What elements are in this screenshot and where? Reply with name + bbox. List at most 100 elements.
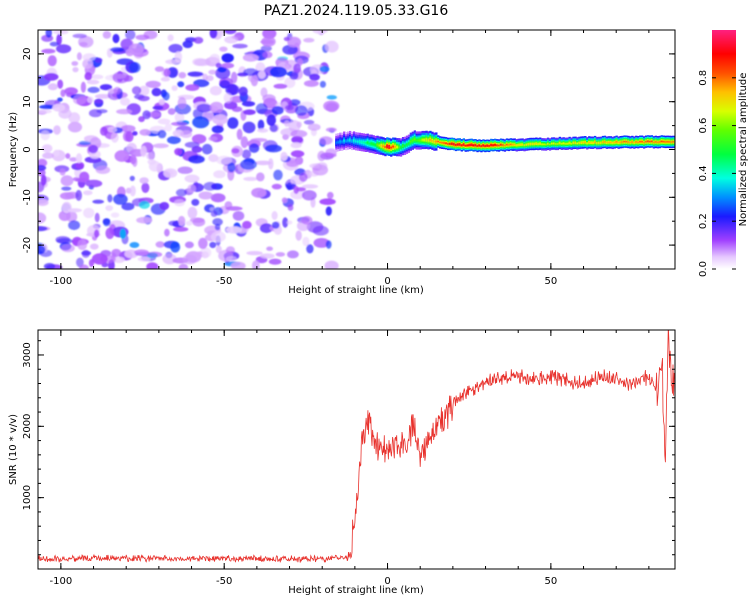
noise-blob [325, 40, 339, 53]
noise-blobs [38, 30, 340, 269]
signal-cell [641, 141, 644, 143]
noise-blob [273, 83, 288, 89]
noise-blob [86, 79, 100, 85]
signal-cell [574, 142, 577, 144]
signal-cell [599, 142, 603, 144]
noise-blob [240, 159, 257, 170]
signal-cell [660, 140, 663, 142]
noise-blob [191, 134, 207, 144]
signal-cell [662, 141, 665, 143]
signal-cell [460, 144, 463, 146]
signal-cell [392, 145, 395, 148]
colorbar-label: Normalized spectral amplitude [738, 73, 749, 227]
noise-blob [92, 199, 105, 204]
noise-blob [250, 74, 259, 87]
signal-cell [513, 144, 516, 146]
signal-cell [509, 143, 512, 145]
signal-cell [452, 143, 456, 145]
noise-blob [209, 241, 217, 249]
noise-blob [217, 66, 227, 73]
noise-blob [271, 211, 278, 220]
noise-blob [138, 85, 150, 97]
noise-blob [307, 123, 321, 131]
noise-blob [113, 193, 128, 205]
noise-blob [312, 164, 329, 176]
noise-blob [112, 71, 130, 84]
noise-blob [83, 190, 93, 196]
noise-blob [191, 198, 200, 206]
noise-blob [175, 188, 187, 197]
signal-cell [456, 143, 460, 146]
noise-blob [286, 220, 293, 225]
noise-blob [64, 87, 78, 95]
noise-blob [174, 148, 183, 156]
noise-blob [243, 68, 259, 76]
noise-blob [77, 239, 88, 251]
noise-blob [177, 215, 186, 227]
noise-blob [227, 117, 239, 129]
signal-cell [458, 143, 461, 145]
signal-cell [388, 146, 391, 148]
signal-cell [427, 139, 430, 142]
signal-cell [454, 144, 458, 146]
noise-blob [242, 220, 252, 229]
noise-blob [173, 226, 189, 232]
noise-blob [289, 99, 301, 106]
noise-blob [271, 221, 280, 229]
signal-cell [531, 143, 534, 145]
noise-blob [68, 112, 81, 124]
noise-blob [72, 94, 87, 105]
noise-blob [243, 109, 256, 115]
noise-blob [303, 80, 319, 87]
noise-blob [289, 72, 299, 80]
signal-cell [494, 144, 497, 146]
signal-cell [423, 139, 426, 141]
noise-blob [120, 97, 131, 106]
noise-blob [177, 97, 187, 109]
noise-blob [75, 189, 82, 201]
signal-cell [345, 140, 348, 142]
signal-cell [511, 144, 514, 146]
noise-blob [93, 99, 104, 104]
signal-cell [629, 141, 632, 143]
noise-blob [242, 121, 256, 134]
noise-blob [271, 183, 282, 190]
noise-blob [94, 57, 103, 63]
noise-blob [90, 243, 99, 250]
signal-cell [562, 142, 565, 144]
noise-blob [167, 136, 181, 145]
noise-blob [231, 106, 243, 112]
noise-blob [57, 97, 63, 102]
signal-cell [431, 139, 434, 142]
signal-cell [468, 144, 471, 146]
y-tick-label: 2000 [22, 414, 33, 439]
noise-blob [114, 150, 130, 162]
colorbar-axes: 0.0 0.2 0.4 0.6 0.8 [698, 70, 736, 277]
noise-blob [215, 62, 222, 68]
y-tick-label: 0 [22, 146, 33, 152]
noise-blob [290, 150, 305, 158]
noise-blob [185, 84, 200, 91]
signal-cell [597, 142, 601, 144]
signal-cell [594, 141, 597, 143]
noise-blob [40, 130, 50, 141]
noise-blob [287, 250, 299, 259]
noise-blob [38, 212, 47, 224]
signal-cell [415, 139, 418, 142]
noise-blob [171, 85, 178, 91]
noise-blob [170, 241, 181, 253]
noise-blob [38, 109, 52, 114]
noise-blob [187, 184, 197, 193]
noise-blob [241, 101, 256, 107]
noise-blob [291, 136, 304, 144]
noise-blob [196, 103, 212, 113]
signal-cell [429, 138, 432, 141]
signal-cell [341, 140, 344, 143]
noise-blob [178, 263, 189, 269]
noise-blob [99, 84, 113, 91]
noise-blob [75, 153, 83, 164]
noise-blob [216, 155, 232, 165]
noise-blob [283, 36, 290, 42]
noise-blob [258, 70, 266, 79]
noise-blob [194, 58, 211, 67]
